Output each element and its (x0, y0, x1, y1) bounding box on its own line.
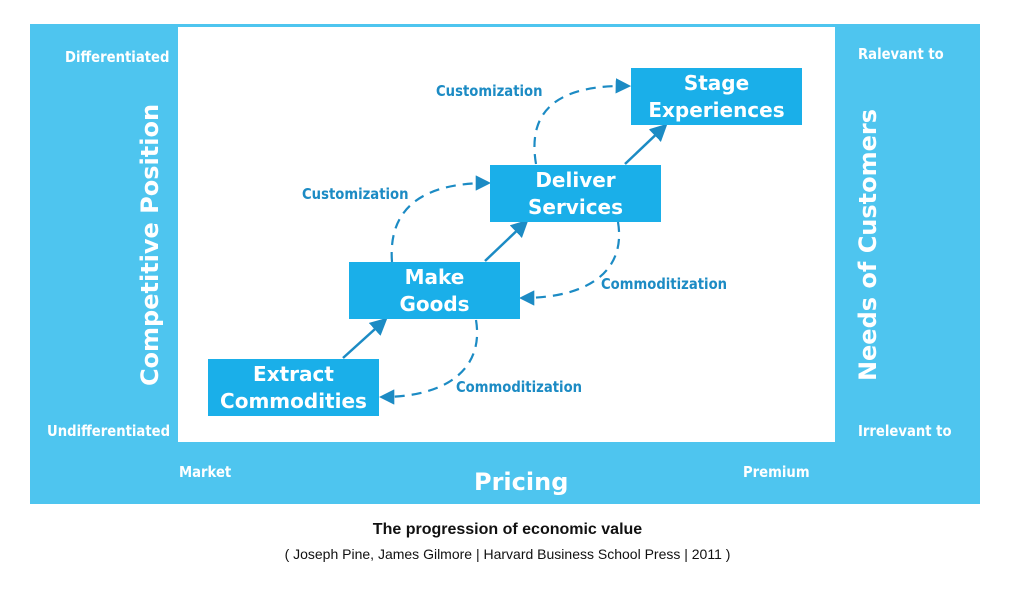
stage-stage-experiences-line1: Stage (683, 70, 750, 95)
caption-source: ( Joseph Pine, James Gilmore | Harvard B… (284, 546, 731, 562)
stage-make-goods-line2: Goods (399, 291, 470, 316)
right-axis-top-label: Ralevant to (858, 45, 944, 63)
stage-stage-experiences-line2: Experiences (648, 97, 785, 122)
arc-customization-lower (390, 175, 492, 263)
arc-commoditization-lower (378, 319, 479, 405)
stage-extract-commodities-line2: Commodities (220, 388, 367, 413)
bottom-axis-title: Pricing (474, 468, 569, 496)
arc-commoditization-upper (518, 221, 621, 306)
stage-stage-experiences: Stage Experiences (631, 68, 802, 125)
stage-deliver-services: Deliver Services (490, 165, 661, 222)
stage-make-goods-text: Make Goods (399, 264, 469, 318)
stage-extract-commodities-text: Extract Commodities (220, 361, 367, 415)
arrow-services-to-experiences (624, 123, 668, 165)
bottom-axis-right-label: Premium (743, 463, 810, 481)
stage-deliver-services-line1: Deliver (535, 167, 616, 192)
left-axis-top-label: Differentiated (65, 48, 170, 66)
arrow-goods-to-services (484, 219, 529, 262)
left-axis-bottom-label: Undifferentiated (47, 422, 171, 440)
caption-title: The progression of economic value (372, 521, 643, 538)
label-customization-lower: Customization (302, 185, 409, 203)
stage-make-goods: Make Goods (349, 262, 520, 319)
stage-extract-commodities: Extract Commodities (208, 359, 379, 416)
arc-customization-upper (533, 78, 632, 165)
stage-deliver-services-line2: Services (527, 194, 624, 219)
stage-deliver-services-text: Deliver Services (528, 167, 623, 221)
stage-stage-experiences-text: Stage Experiences (648, 70, 784, 124)
label-commoditization-lower: Commoditization (456, 378, 583, 396)
stage-extract-commodities-line1: Extract (253, 361, 334, 386)
label-commoditization-upper: Commoditization (601, 275, 728, 293)
arrow-commodities-to-goods (342, 317, 388, 359)
right-axis-bottom-label: Irrelevant to (858, 422, 952, 440)
bottom-axis-left-label: Market (179, 463, 232, 481)
label-customization-upper: Customization (436, 82, 543, 100)
stage-make-goods-line1: Make (404, 264, 465, 289)
